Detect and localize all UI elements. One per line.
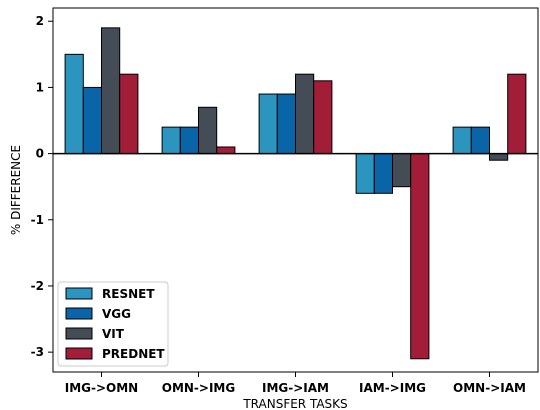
bar-vgg-iam-img (373, 153, 393, 194)
x-tick-label: IMG->IAM (262, 381, 329, 395)
bar-vgg-img-iam (276, 93, 296, 155)
x-axis: IMG->OMN OMN->IMG IMG->IAM IAM->IMG OMN->IAM (65, 372, 526, 395)
bar-resnet-omn-img (161, 126, 181, 155)
y-axis-title: % DIFFERENCE (9, 145, 23, 235)
bar-resnet-img-iam (258, 93, 278, 155)
x-tick-label: IAM->IMG (359, 381, 426, 395)
bar-vgg-omn-img (179, 126, 200, 155)
bar-resnet-img-omn (64, 53, 84, 155)
legend-label-vgg: VGG (102, 307, 131, 321)
bar-resnet-iam-img (355, 153, 375, 194)
bar-vgg-omn-iam (470, 126, 490, 155)
y-axis: 2 1 0 -1 -2 -3 (31, 14, 53, 359)
legend-label-resnet: RESNET (102, 287, 155, 301)
bars-group (64, 27, 527, 360)
y-tick-label: 0 (36, 147, 44, 161)
bar-vit-iam-img (392, 153, 412, 188)
x-tick-label: OMN->IAM (453, 381, 526, 395)
x-tick-label: OMN->IMG (162, 381, 235, 395)
x-axis-title: TRANSFER TASKS (242, 397, 347, 410)
bar-vgg-img-omn (82, 86, 103, 155)
y-tick-label: -1 (31, 213, 44, 227)
bar-prednet-img-omn (119, 73, 139, 155)
bar-vit-img-iam (295, 73, 315, 155)
bar-vit-img-omn (101, 27, 121, 155)
legend-swatch-vit (65, 327, 93, 340)
y-tick-label: 1 (36, 80, 44, 94)
legend-swatch-vgg (65, 307, 93, 320)
legend: RESNET VGG VIT PREDNET (57, 281, 169, 367)
x-tick-label: IMG->OMN (65, 381, 138, 395)
legend-label-prednet: PREDNET (102, 347, 165, 361)
bar-prednet-iam-img (410, 153, 430, 360)
bar-prednet-omn-img (216, 146, 236, 155)
bar-resnet-omn-iam (452, 126, 472, 155)
bar-prednet-omn-iam (507, 73, 527, 155)
legend-swatch-prednet (65, 347, 93, 360)
y-tick-label: -3 (31, 345, 44, 359)
legend-swatch-resnet (65, 287, 93, 300)
bar-prednet-img-iam (313, 80, 333, 155)
legend-frame (57, 281, 169, 367)
legend-label-vit: VIT (102, 327, 125, 341)
y-tick-label: 2 (36, 14, 44, 28)
bar-vit-omn-iam (489, 153, 509, 161)
y-tick-label: -2 (31, 279, 44, 293)
bar-vit-omn-img (198, 106, 218, 155)
